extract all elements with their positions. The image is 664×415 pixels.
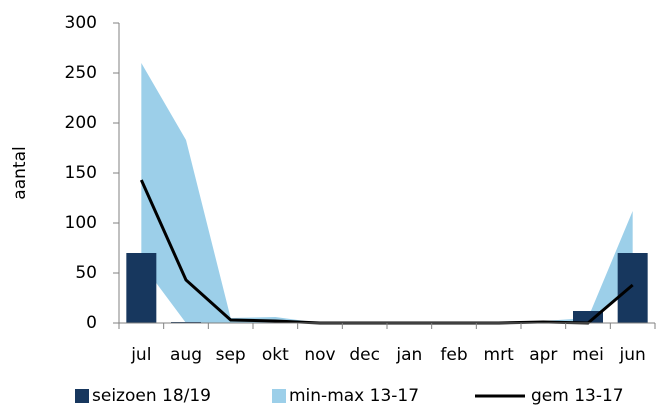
- x-tick-label: apr: [529, 345, 557, 365]
- x-tick-label: mei: [572, 345, 604, 365]
- x-tick-label: jul: [130, 345, 151, 365]
- x-tick-label: mrt: [484, 345, 515, 365]
- y-tick-label: 100: [65, 213, 97, 233]
- y-tick-label: 50: [75, 263, 97, 283]
- y-tick-label: 200: [65, 113, 97, 133]
- legend-label: seizoen 18/19: [92, 386, 211, 406]
- x-tick-label: nov: [304, 345, 335, 365]
- y-tick-label: 300: [65, 13, 97, 33]
- y-axis-label: aantal: [10, 146, 30, 199]
- legend-swatch: [75, 389, 89, 403]
- bar: [617, 253, 648, 323]
- bar: [126, 253, 157, 323]
- y-tick-label: 150: [65, 163, 97, 183]
- legend-label: gem 13-17: [531, 386, 624, 406]
- x-tick-label: dec: [349, 345, 380, 365]
- range-area: [141, 63, 633, 323]
- legend-label: min-max 13-17: [289, 386, 419, 406]
- legend-swatch: [272, 389, 286, 403]
- x-tick-label: jan: [395, 345, 422, 365]
- x-tick-label: sep: [216, 345, 246, 365]
- x-tick-label: okt: [262, 345, 289, 365]
- x-tick-label: aug: [170, 345, 202, 365]
- x-tick-label: jun: [619, 345, 646, 365]
- y-tick-label: 0: [86, 313, 97, 333]
- x-tick-label: feb: [440, 345, 467, 365]
- y-tick-label: 250: [65, 63, 97, 83]
- bar: [573, 311, 603, 323]
